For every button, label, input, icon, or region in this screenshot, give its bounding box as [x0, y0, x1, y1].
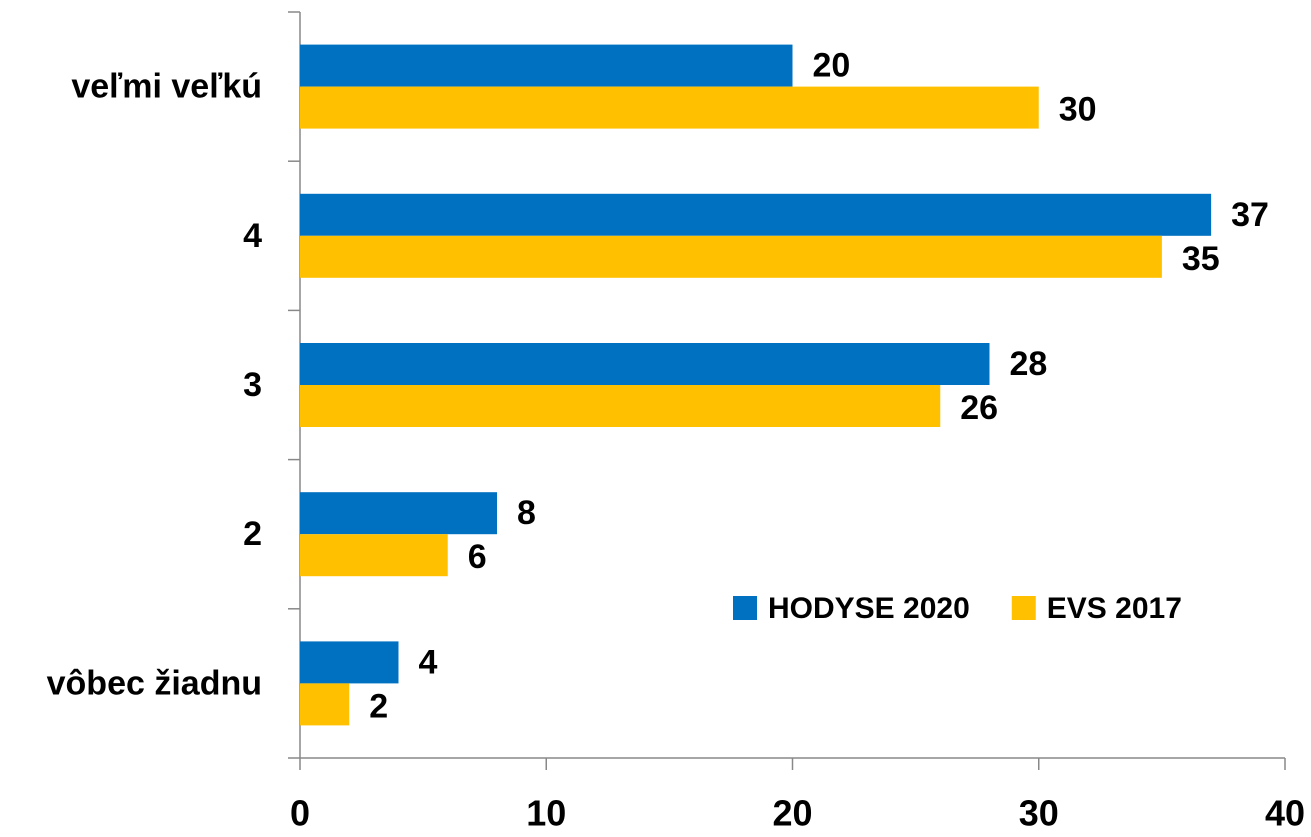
- bar: [300, 44, 793, 87]
- data-label: 8: [517, 494, 536, 532]
- bar: [300, 534, 448, 577]
- legend-swatch: [1011, 596, 1036, 620]
- data-label: 20: [813, 47, 851, 85]
- data-label: 30: [1059, 91, 1097, 129]
- legend-label: EVS 2017: [1047, 592, 1182, 625]
- y-tick-label: veľmi veľkú: [71, 68, 262, 106]
- x-tick-label: 20: [772, 793, 812, 834]
- bar: [300, 641, 399, 684]
- x-tick-label: 30: [1019, 793, 1059, 834]
- data-label: 4: [419, 643, 438, 681]
- y-tick-label: 3: [243, 366, 262, 404]
- bar: [300, 683, 350, 726]
- y-tick-label: vôbec žiadnu: [47, 664, 262, 702]
- data-label: 35: [1182, 240, 1220, 278]
- bar: [300, 235, 1162, 278]
- bar: [300, 86, 1039, 129]
- bar: [300, 193, 1212, 236]
- bar: [300, 385, 941, 427]
- data-label: 28: [1010, 345, 1048, 383]
- x-tick-label: 0: [290, 793, 310, 834]
- y-tick-label: 2: [243, 515, 262, 553]
- data-label: 2: [369, 687, 388, 725]
- bar: [300, 343, 990, 385]
- data-label: 26: [960, 389, 998, 427]
- x-tick-label: 40: [1265, 793, 1305, 834]
- data-label: 37: [1231, 196, 1269, 234]
- x-tick-label: 10: [526, 793, 566, 834]
- y-tick-label: 4: [243, 217, 262, 255]
- legend-label: HODYSE 2020: [768, 592, 970, 625]
- data-label: 6: [468, 538, 487, 576]
- bar: [300, 492, 497, 535]
- legend-swatch: [733, 596, 757, 620]
